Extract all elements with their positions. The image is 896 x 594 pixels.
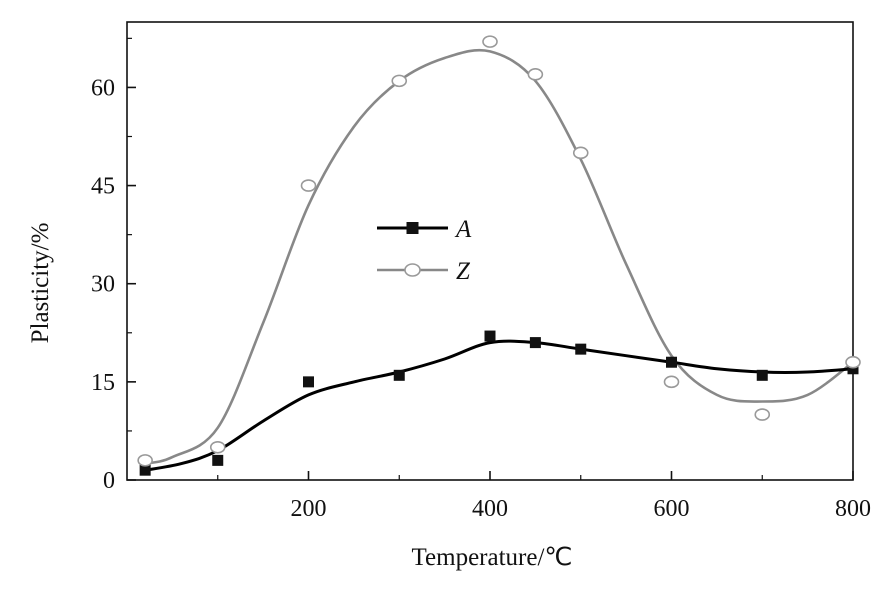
series-a-point xyxy=(303,376,314,388)
series-a-point xyxy=(575,343,587,355)
series-a-point xyxy=(393,369,405,381)
y-axis-title: Plasticity/% xyxy=(27,223,54,344)
legend-a-marker xyxy=(406,222,419,234)
y-tick-label: 60 xyxy=(91,75,115,101)
x-tick-label: 400 xyxy=(472,496,508,522)
series-z-curve xyxy=(144,48,854,465)
legend-z-marker xyxy=(404,263,421,277)
plot-frame xyxy=(126,21,854,481)
legend: AZ xyxy=(377,216,472,285)
x-axis: 200 400 600 800 xyxy=(217,471,871,522)
y-tick-label: 0 xyxy=(103,468,115,494)
series-z-point xyxy=(527,68,544,81)
series-a-point xyxy=(484,330,496,342)
series-a-point xyxy=(212,454,224,466)
series-a-point xyxy=(139,464,151,476)
series-z-point xyxy=(300,179,317,192)
plot-border xyxy=(126,21,854,481)
legend-z-label: Z xyxy=(456,258,471,285)
series-a-curve xyxy=(144,339,854,472)
series-a-point xyxy=(529,337,541,349)
x-tick-label: 200 xyxy=(291,496,327,522)
series-curves xyxy=(144,48,854,472)
series-a-point xyxy=(666,356,677,368)
series-markers xyxy=(137,35,861,476)
x-axis-title: Temperature/℃ xyxy=(412,544,573,571)
x-tick-label: 800 xyxy=(835,496,871,522)
x-tick-label: 600 xyxy=(654,496,690,522)
series-z-point xyxy=(572,146,589,160)
y-tick-label: 45 xyxy=(91,174,115,200)
series-z-point xyxy=(482,35,498,48)
series-z-point xyxy=(209,440,226,454)
series-z-point xyxy=(663,375,680,389)
series-z-point xyxy=(754,408,771,421)
series-a-point xyxy=(756,369,768,381)
y-tick-label: 30 xyxy=(91,272,115,298)
series-z-point xyxy=(137,454,153,467)
y-axis: 0 15 30 45 60 xyxy=(91,37,136,494)
y-tick-label: 15 xyxy=(91,370,115,396)
series-a-point xyxy=(847,363,859,375)
legend-a-label: A xyxy=(454,216,472,243)
series-z-point xyxy=(845,355,861,369)
series-z-point xyxy=(391,74,408,88)
